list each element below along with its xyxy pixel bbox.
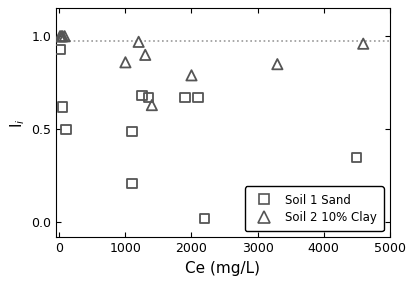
Point [145,95,152,100]
Point [128,181,135,185]
Point [128,129,135,133]
Point [138,93,145,98]
Point [194,95,201,100]
Point [201,216,207,221]
Y-axis label: I$_i$: I$_i$ [8,118,27,128]
Point [135,39,142,44]
Point [142,53,148,57]
Point [59,105,66,109]
Point [188,73,195,78]
Point [59,34,66,39]
Point [181,95,188,100]
Point [359,41,366,46]
Point [352,155,359,160]
Point [57,47,63,52]
Point [62,127,69,131]
Point [57,34,63,39]
Point [273,62,280,66]
X-axis label: Ce (mg/L): Ce (mg/L) [185,261,260,276]
Point [148,103,155,107]
Point [58,34,64,39]
Point [61,34,68,39]
Legend: Soil 1 Sand, Soil 2 10% Clay: Soil 1 Sand, Soil 2 10% Clay [244,187,383,231]
Point [122,60,128,64]
